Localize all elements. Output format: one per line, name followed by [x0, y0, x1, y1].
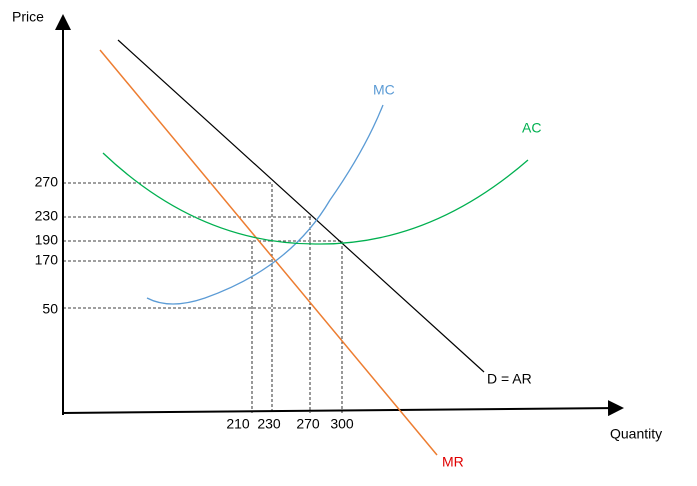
x-tick-label: 300	[330, 416, 354, 432]
y-tick-label: 270	[35, 174, 59, 190]
y-tick-label: 50	[42, 301, 58, 317]
mr-curve	[99, 49, 438, 456]
ac-curve	[102, 152, 529, 245]
x-tick-label: 230	[257, 416, 281, 432]
y-tick-label: 190	[35, 232, 59, 248]
mc-label: MC	[373, 82, 395, 98]
x-tick-label: 210	[226, 416, 250, 432]
y-axis-label: Price	[12, 9, 44, 25]
y-tick-label: 230	[35, 208, 59, 224]
y-tick-label: 170	[35, 252, 59, 268]
x-tick-label: 270	[296, 416, 320, 432]
mr-label: MR	[442, 454, 464, 470]
ac-label: AC	[522, 120, 541, 136]
x-axis-label: Quantity	[610, 426, 662, 442]
x-axis	[61, 400, 624, 417]
demand-curve	[117, 39, 485, 373]
demand-label: D = AR	[487, 371, 532, 387]
mc-curve	[146, 104, 384, 305]
guide-lines	[63, 182, 343, 413]
